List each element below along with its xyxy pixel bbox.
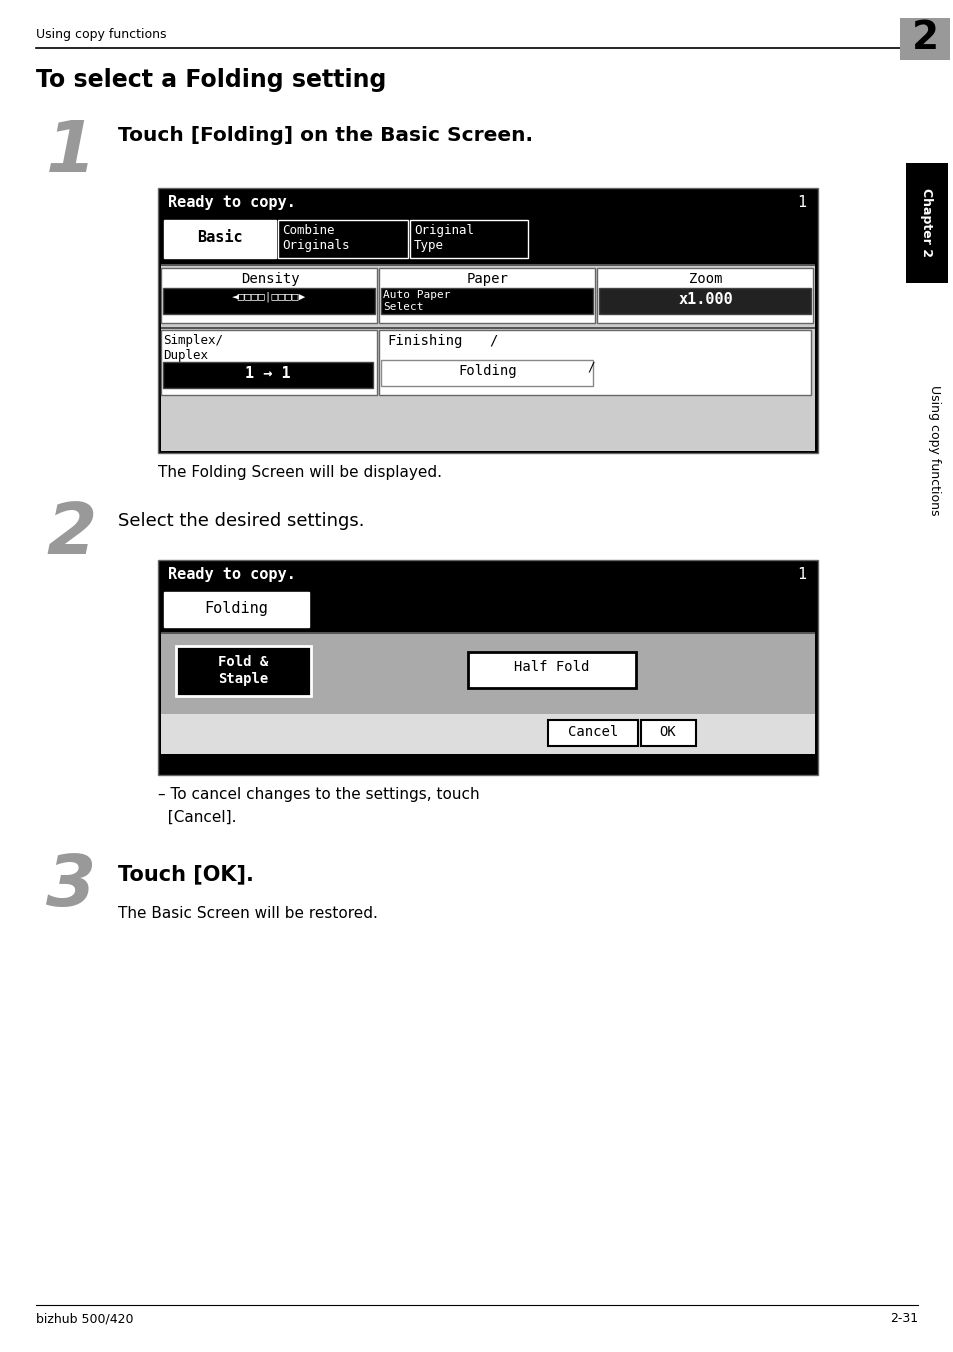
- Bar: [640, 721, 696, 746]
- Bar: [164, 592, 309, 627]
- Text: The Basic Screen will be restored.: The Basic Screen will be restored.: [118, 906, 377, 921]
- Text: Auto Paper
Select: Auto Paper Select: [382, 289, 450, 311]
- Bar: [161, 327, 814, 329]
- Bar: [597, 268, 812, 323]
- Text: bizhub 500/420: bizhub 500/420: [36, 1311, 133, 1325]
- Bar: [410, 220, 527, 258]
- Bar: [598, 288, 810, 314]
- Text: OK: OK: [659, 725, 676, 740]
- Text: Original
Type: Original Type: [414, 224, 474, 251]
- Text: 1: 1: [46, 118, 96, 187]
- Text: /: /: [489, 334, 497, 347]
- Text: Zoom: Zoom: [688, 272, 722, 287]
- Text: 2: 2: [46, 500, 96, 569]
- Text: Density: Density: [240, 272, 299, 287]
- Text: x1.000: x1.000: [678, 292, 733, 307]
- Text: Ready to copy.: Ready to copy.: [168, 566, 295, 581]
- Bar: [158, 188, 817, 453]
- Bar: [163, 362, 373, 388]
- Text: Touch [OK].: Touch [OK].: [118, 864, 253, 884]
- Text: Touch [Folding] on the Basic Screen.: Touch [Folding] on the Basic Screen.: [118, 126, 533, 145]
- Text: 2-31: 2-31: [889, 1311, 917, 1325]
- Text: Using copy functions: Using copy functions: [36, 28, 167, 41]
- Bar: [905, 164, 947, 283]
- Bar: [161, 330, 376, 395]
- Bar: [164, 220, 275, 258]
- Bar: [380, 360, 593, 387]
- Text: To select a Folding setting: To select a Folding setting: [36, 68, 386, 92]
- Bar: [378, 330, 810, 395]
- Bar: [547, 721, 638, 746]
- Text: Half Fold: Half Fold: [514, 660, 589, 675]
- Bar: [378, 268, 595, 323]
- Text: – To cancel changes to the settings, touch: – To cancel changes to the settings, tou…: [158, 787, 479, 802]
- Bar: [161, 264, 814, 266]
- Text: Ready to copy.: Ready to copy.: [168, 195, 295, 210]
- Text: Basic: Basic: [197, 230, 243, 245]
- Text: Select the desired settings.: Select the desired settings.: [118, 512, 364, 530]
- Bar: [161, 631, 814, 634]
- Text: Finishing: Finishing: [387, 334, 462, 347]
- Text: 2: 2: [910, 19, 938, 57]
- Text: 1: 1: [796, 566, 805, 581]
- Text: Combine
Originals: Combine Originals: [282, 224, 349, 251]
- Text: Simplex/
Duplex: Simplex/ Duplex: [163, 334, 223, 362]
- Text: /: /: [586, 360, 594, 373]
- Text: 1: 1: [796, 195, 805, 210]
- Text: Fold &
Staple: Fold & Staple: [217, 654, 268, 687]
- Text: ◄□□□□|□□□□▶: ◄□□□□|□□□□▶: [232, 292, 306, 303]
- Text: The Folding Screen will be displayed.: The Folding Screen will be displayed.: [158, 465, 441, 480]
- Text: Folding: Folding: [204, 602, 268, 617]
- Bar: [161, 714, 814, 754]
- Text: 1 → 1: 1 → 1: [245, 366, 291, 381]
- Bar: [175, 646, 311, 696]
- Text: Cancel: Cancel: [567, 725, 618, 740]
- Bar: [158, 560, 817, 775]
- Bar: [161, 634, 814, 714]
- Bar: [161, 266, 814, 452]
- Text: Paper: Paper: [467, 272, 508, 287]
- Bar: [380, 288, 593, 314]
- Text: Chapter 2: Chapter 2: [920, 188, 933, 257]
- Text: Using copy functions: Using copy functions: [927, 385, 941, 515]
- Text: 3: 3: [46, 852, 96, 921]
- Bar: [161, 268, 376, 323]
- Bar: [468, 652, 636, 688]
- Bar: [277, 220, 408, 258]
- Bar: [163, 288, 375, 314]
- Bar: [899, 18, 949, 59]
- Text: [Cancel].: [Cancel].: [158, 810, 236, 825]
- Text: Folding: Folding: [458, 364, 517, 379]
